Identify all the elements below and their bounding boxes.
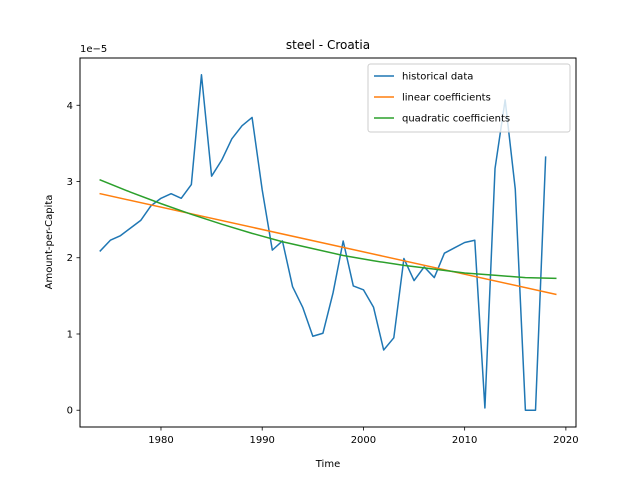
- series-line-2: [99, 179, 557, 280]
- x-tick-label: 1990: [249, 435, 274, 446]
- x-axis: 1980 1990 2000 2010 2020: [148, 427, 579, 446]
- legend-label-1: linear coefficients: [402, 93, 491, 104]
- y-axis-label: Amount-per-Capita: [44, 195, 55, 290]
- plot-area: [99, 74, 557, 411]
- y-tick-label: 2: [67, 253, 73, 264]
- legend: historical data linear coefficients quadra…: [367, 63, 571, 133]
- legend-label-2: quadratic coefficients: [402, 114, 510, 125]
- series-line-1: [99, 192, 557, 296]
- y-offset-label: 1e−5: [80, 44, 107, 55]
- x-tick-label: 2010: [452, 435, 477, 446]
- x-axis-label: Time: [315, 459, 340, 470]
- x-tick-label: 2020: [553, 435, 578, 446]
- x-tick-label: 1980: [148, 435, 173, 446]
- y-axis: 0 1 2 3 4: [67, 101, 80, 417]
- plot-frame: [79, 57, 577, 428]
- y-tick-label: 1: [67, 329, 73, 340]
- series-line-0: [99, 74, 547, 411]
- legend-label-0: historical data: [402, 72, 473, 83]
- chart-title: steel - Croatia: [286, 38, 370, 52]
- y-tick-label: 3: [67, 177, 73, 188]
- legend-box: [367, 63, 571, 133]
- y-tick-label: 4: [67, 101, 73, 112]
- y-tick-label: 0: [67, 406, 73, 417]
- x-tick-label: 2000: [351, 435, 376, 446]
